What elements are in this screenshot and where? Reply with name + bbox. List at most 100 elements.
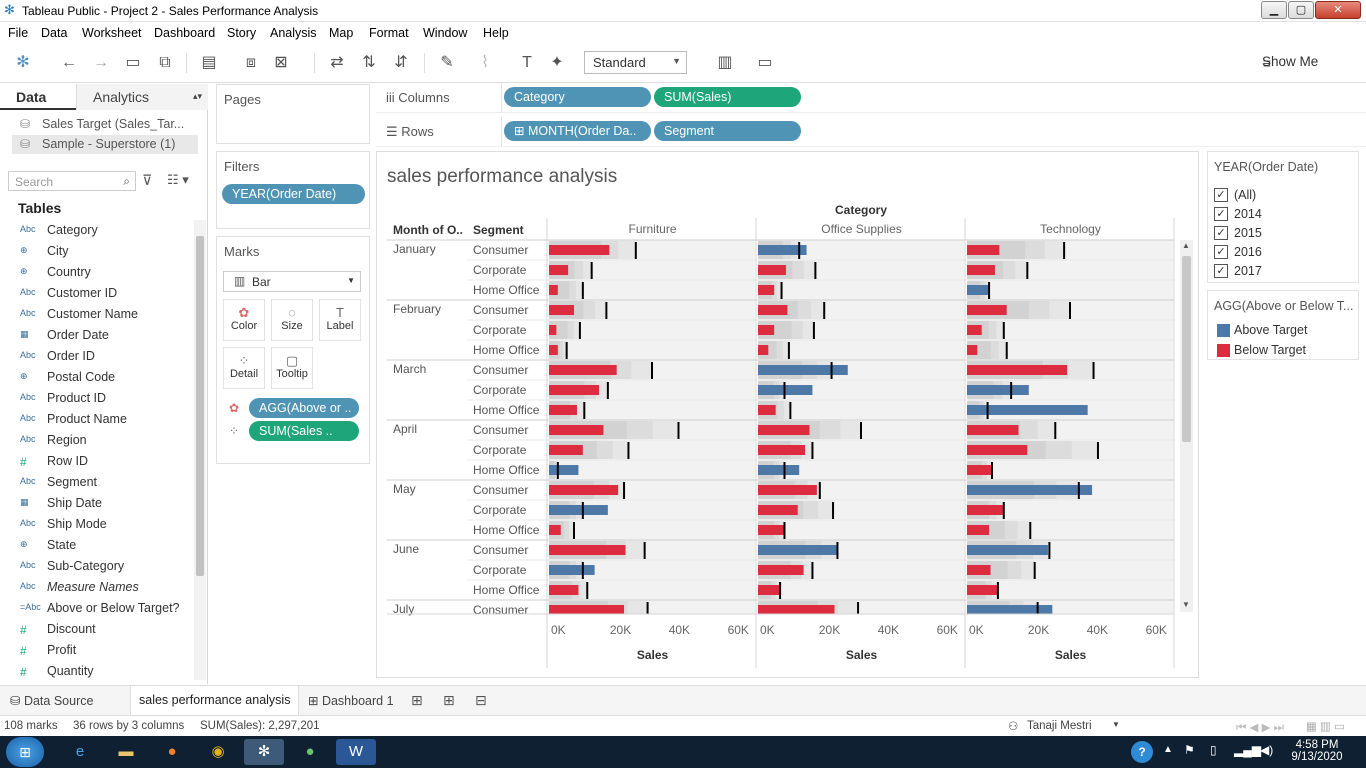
sales-bar[interactable]: [549, 565, 595, 575]
tab-dashboard-1[interactable]: ⊞ Dashboard 1: [300, 686, 402, 715]
field-item[interactable]: Abc Sub-Category: [0, 557, 195, 577]
scroll-up-icon[interactable]: ▲: [1182, 241, 1190, 250]
segment-label[interactable]: Home Office: [473, 283, 540, 297]
word-icon[interactable]: W: [336, 739, 376, 765]
sales-bar[interactable]: [758, 505, 798, 515]
columns-pill-sum-sales[interactable]: SUM(Sales): [654, 87, 801, 107]
labels-icon[interactable]: T: [522, 54, 532, 71]
sales-bar[interactable]: [549, 325, 557, 335]
sort-descending-icon[interactable]: ⇵: [394, 54, 408, 71]
sales-bar[interactable]: [758, 545, 838, 555]
sales-bar[interactable]: [967, 505, 1004, 515]
field-item[interactable]: # Row ID: [0, 452, 195, 472]
sales-bar[interactable]: [758, 405, 776, 415]
sales-bar[interactable]: [549, 605, 625, 614]
columns-shelf[interactable]: iii Columns Category SUM(Sales): [376, 83, 1366, 113]
segment-label[interactable]: Home Office: [473, 523, 540, 537]
new-datasource-icon[interactable]: ⧉: [159, 54, 171, 71]
duplicate-sheet-icon[interactable]: ⧈: [245, 54, 257, 71]
tableau-start-icon[interactable]: ✻: [16, 54, 30, 71]
swap-icon[interactable]: ⇄: [330, 54, 344, 71]
sales-bar[interactable]: [967, 265, 995, 275]
new-dashboard-icon[interactable]: ⊞: [443, 692, 455, 708]
year-option-2015[interactable]: ✓ 2015: [1214, 224, 1354, 243]
legend-item-above[interactable]: Above Target: [1214, 321, 1354, 340]
sales-bar[interactable]: [967, 365, 1068, 375]
scrollbar-thumb[interactable]: [196, 236, 204, 576]
columns-pill-category[interactable]: Category: [504, 87, 651, 107]
size-button[interactable]: ◌ Size: [271, 299, 313, 341]
media-icon[interactable]: ●: [305, 743, 315, 760]
tray-up-icon[interactable]: ▲: [1163, 744, 1173, 755]
field-item[interactable]: Abc Customer Name: [0, 305, 195, 325]
legend-item-below[interactable]: Below Target: [1214, 341, 1354, 360]
sales-bar[interactable]: [758, 325, 775, 335]
fit-select[interactable]: Standard ▼: [584, 51, 687, 74]
sales-bar[interactable]: [549, 285, 558, 295]
segment-label[interactable]: Home Office: [473, 403, 540, 417]
field-item[interactable]: Abc Product ID: [0, 389, 195, 409]
sales-bar[interactable]: [967, 245, 1000, 255]
scroll-down-icon[interactable]: ▼: [1182, 600, 1190, 609]
close-button[interactable]: ✕: [1315, 1, 1361, 19]
menu-analysis[interactable]: Analysis: [270, 26, 317, 40]
network-icon[interactable]: ▂▄▆: [1234, 743, 1261, 757]
field-item[interactable]: Abc Segment: [0, 473, 195, 493]
month-label[interactable]: January: [393, 242, 436, 256]
year-option-2017[interactable]: ✓ 2017: [1214, 262, 1354, 281]
chrome-icon[interactable]: ◉: [211, 743, 225, 760]
sheet-nav-icon[interactable]: ⏮ ◀ ▶ ⏭: [1236, 722, 1284, 734]
field-item[interactable]: =Abc Above or Below Target?: [0, 599, 195, 619]
redo-icon[interactable]: →: [93, 54, 109, 71]
segment-label[interactable]: Consumer: [473, 483, 528, 497]
new-worksheet-icon[interactable]: ▤: [201, 54, 217, 71]
chevron-down-icon[interactable]: ▼: [1112, 720, 1120, 729]
menu-map[interactable]: Map: [329, 26, 354, 40]
sales-bar[interactable]: [967, 605, 1053, 614]
segment-label[interactable]: Home Office: [473, 343, 540, 357]
month-label[interactable]: April: [393, 422, 417, 436]
new-story-icon[interactable]: ⊟: [475, 692, 487, 708]
sales-bar[interactable]: [758, 365, 848, 375]
field-item[interactable]: Abc Category: [0, 221, 195, 241]
show-me-button[interactable]: Show Me: [1262, 54, 1319, 69]
field-item[interactable]: Abc Product Name: [0, 410, 195, 430]
color-button[interactable]: ✿ Color: [223, 299, 265, 341]
marks-pill-size[interactable]: SUM(Sales ..: [249, 421, 359, 441]
axis-title[interactable]: Sales: [846, 648, 878, 662]
clear-sheet-icon[interactable]: ⊠: [274, 54, 288, 71]
segment-label[interactable]: Consumer: [473, 543, 528, 557]
sales-bar[interactable]: [967, 425, 1019, 435]
month-label[interactable]: February: [393, 302, 441, 316]
sales-bar[interactable]: [967, 345, 978, 355]
scrollbar-thumb[interactable]: [1182, 256, 1191, 442]
month-label[interactable]: May: [393, 482, 416, 496]
highlight-icon[interactable]: ✎: [440, 54, 454, 71]
menu-worksheet[interactable]: Worksheet: [82, 26, 142, 40]
segment-label[interactable]: Consumer: [473, 423, 528, 437]
pane-header-office-supplies[interactable]: Office Supplies: [821, 222, 902, 236]
month-header[interactable]: Month of O..: [393, 223, 463, 237]
sales-bar[interactable]: [967, 545, 1048, 555]
sales-bar[interactable]: [758, 245, 807, 255]
menu-file[interactable]: File: [8, 26, 29, 40]
sales-bar[interactable]: [967, 285, 990, 295]
year-option-2014[interactable]: ✓ 2014: [1214, 205, 1354, 224]
field-item[interactable]: Abc Customer ID: [0, 284, 195, 304]
save-icon[interactable]: ▭: [125, 54, 141, 71]
field-item[interactable]: # Discount: [0, 620, 195, 640]
menu-dashboard[interactable]: Dashboard: [154, 26, 216, 40]
month-label[interactable]: June: [393, 542, 419, 556]
show-cards-icon[interactable]: ▥: [717, 54, 733, 71]
sales-bar[interactable]: [549, 425, 604, 435]
user-name[interactable]: Tanaji Mestri: [1027, 720, 1092, 732]
volume-icon[interactable]: ◀): [1260, 743, 1274, 757]
help-icon[interactable]: ?: [1131, 741, 1153, 763]
presentation-icon[interactable]: ▭: [757, 54, 773, 71]
field-item[interactable]: Abc Order ID: [0, 347, 195, 367]
segment-label[interactable]: Corporate: [473, 323, 527, 337]
view-options-icon[interactable]: ☷ ▾: [167, 172, 189, 187]
segment-label[interactable]: Corporate: [473, 263, 527, 277]
sales-bar[interactable]: [967, 585, 998, 595]
rows-pill-month[interactable]: ⊞ MONTH(Order Da..: [504, 121, 651, 141]
